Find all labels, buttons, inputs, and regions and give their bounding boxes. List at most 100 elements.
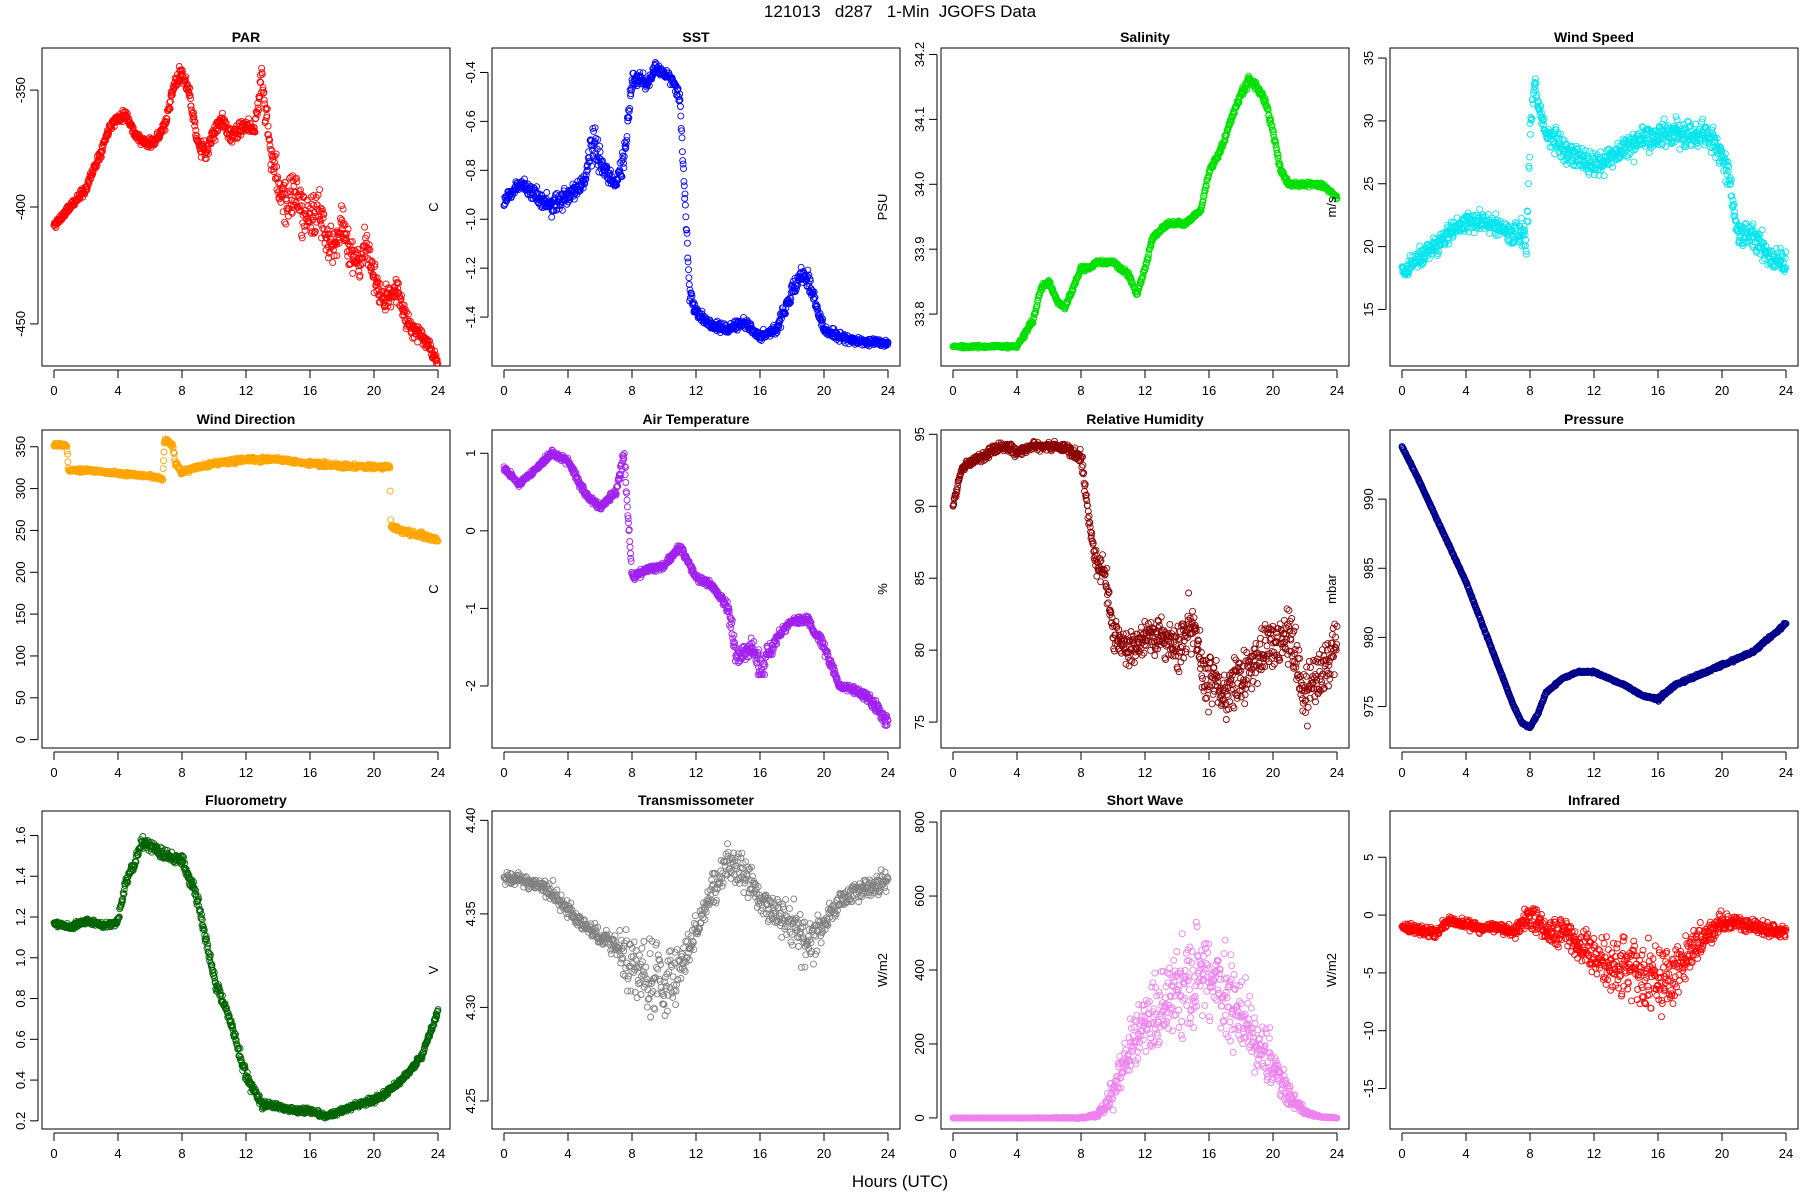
data-point — [308, 200, 316, 208]
data-point — [1402, 265, 1410, 273]
data-point — [305, 218, 313, 225]
data-point — [590, 127, 598, 135]
data-point — [1201, 187, 1209, 195]
x-tick-label: 8 — [178, 383, 185, 398]
data-point — [1755, 235, 1763, 243]
y-tick-label: 350 — [13, 436, 28, 458]
data-point — [392, 276, 400, 283]
data-point — [802, 271, 810, 279]
x-tick-label: 24 — [881, 383, 895, 398]
x-tick-label: 12 — [239, 765, 253, 780]
data-point — [1713, 134, 1721, 142]
data-point — [1221, 137, 1229, 145]
y-tick-label: 100 — [13, 645, 28, 667]
data-point — [1267, 114, 1274, 122]
chart-title: Wind Speed — [1554, 29, 1634, 45]
data-point — [1497, 218, 1505, 226]
x-tick-label: 4 — [1462, 383, 1469, 398]
data-point — [811, 293, 819, 301]
data-point — [336, 215, 344, 222]
data-point — [190, 109, 197, 117]
data-point — [1585, 170, 1593, 178]
data-point — [1727, 176, 1735, 184]
data-point — [1658, 141, 1666, 149]
data-point — [358, 260, 366, 267]
data-point — [319, 224, 327, 232]
x-tick-label: 24 — [431, 383, 445, 398]
data-point — [404, 310, 412, 318]
data-point — [367, 267, 375, 275]
data-point — [186, 84, 194, 92]
data-point — [282, 220, 290, 228]
data-point — [678, 148, 686, 156]
data-point — [797, 263, 805, 271]
data-point — [819, 315, 827, 323]
data-point — [263, 112, 271, 120]
y-tick-label: 34.0 — [912, 172, 927, 197]
data-point — [290, 197, 298, 205]
data-point — [254, 104, 262, 112]
data-point — [681, 201, 689, 209]
y-tick-label: -450 — [13, 311, 28, 337]
data-point — [293, 178, 301, 186]
data-point — [342, 234, 350, 242]
data-point — [1532, 79, 1540, 87]
data-point — [1521, 227, 1529, 234]
x-tick-label: 20 — [1715, 383, 1729, 398]
data-point — [685, 281, 693, 288]
data-point — [1682, 141, 1690, 149]
data-point — [1609, 163, 1617, 171]
data-point — [262, 104, 270, 112]
data-point — [327, 222, 335, 230]
data-point — [1782, 248, 1790, 256]
data-point — [1732, 217, 1740, 225]
y-tick-label: 35 — [1361, 51, 1376, 65]
data-point — [620, 164, 628, 172]
data-point — [1029, 319, 1037, 327]
data-point — [884, 338, 892, 346]
data-point — [501, 200, 509, 208]
data-point — [256, 78, 264, 86]
y-tick-label: -0.8 — [463, 159, 478, 181]
data-point — [1540, 114, 1548, 122]
data-point — [804, 266, 812, 274]
data-point — [1731, 208, 1738, 216]
data-point — [680, 182, 688, 190]
data-point — [582, 175, 590, 183]
data-point — [160, 457, 167, 465]
data-point — [295, 203, 302, 211]
data-point — [679, 160, 687, 168]
data-point — [564, 198, 572, 206]
data-point — [584, 166, 592, 174]
data-point — [1456, 227, 1464, 235]
data-point — [284, 189, 292, 197]
data-point — [1639, 139, 1647, 147]
data-point — [618, 173, 626, 181]
data-point — [623, 136, 631, 144]
data-point — [64, 450, 71, 458]
data-point — [1749, 220, 1757, 228]
data-point — [1523, 250, 1530, 258]
data-point — [1781, 268, 1788, 276]
data-point — [1420, 258, 1427, 266]
data-point — [316, 186, 324, 194]
data-point — [588, 162, 596, 170]
data-point — [343, 248, 351, 256]
chart-wind-direction: Wind Directiondeg04812162024050100150200… — [13, 411, 451, 780]
data-point — [1574, 144, 1582, 152]
data-point — [620, 152, 628, 160]
data-point — [1531, 79, 1539, 86]
data-point — [64, 458, 72, 466]
data-point — [786, 299, 794, 307]
y-tick-label: -1.2 — [463, 257, 478, 279]
data-point — [291, 202, 299, 209]
data-point — [394, 284, 402, 292]
data-point — [1676, 145, 1684, 153]
data-point — [222, 119, 230, 127]
data-point — [1725, 163, 1733, 171]
x-tick-label: 20 — [367, 383, 381, 398]
data-point — [123, 110, 131, 118]
data-point — [288, 208, 295, 216]
y-tick-label: -400 — [13, 194, 28, 220]
